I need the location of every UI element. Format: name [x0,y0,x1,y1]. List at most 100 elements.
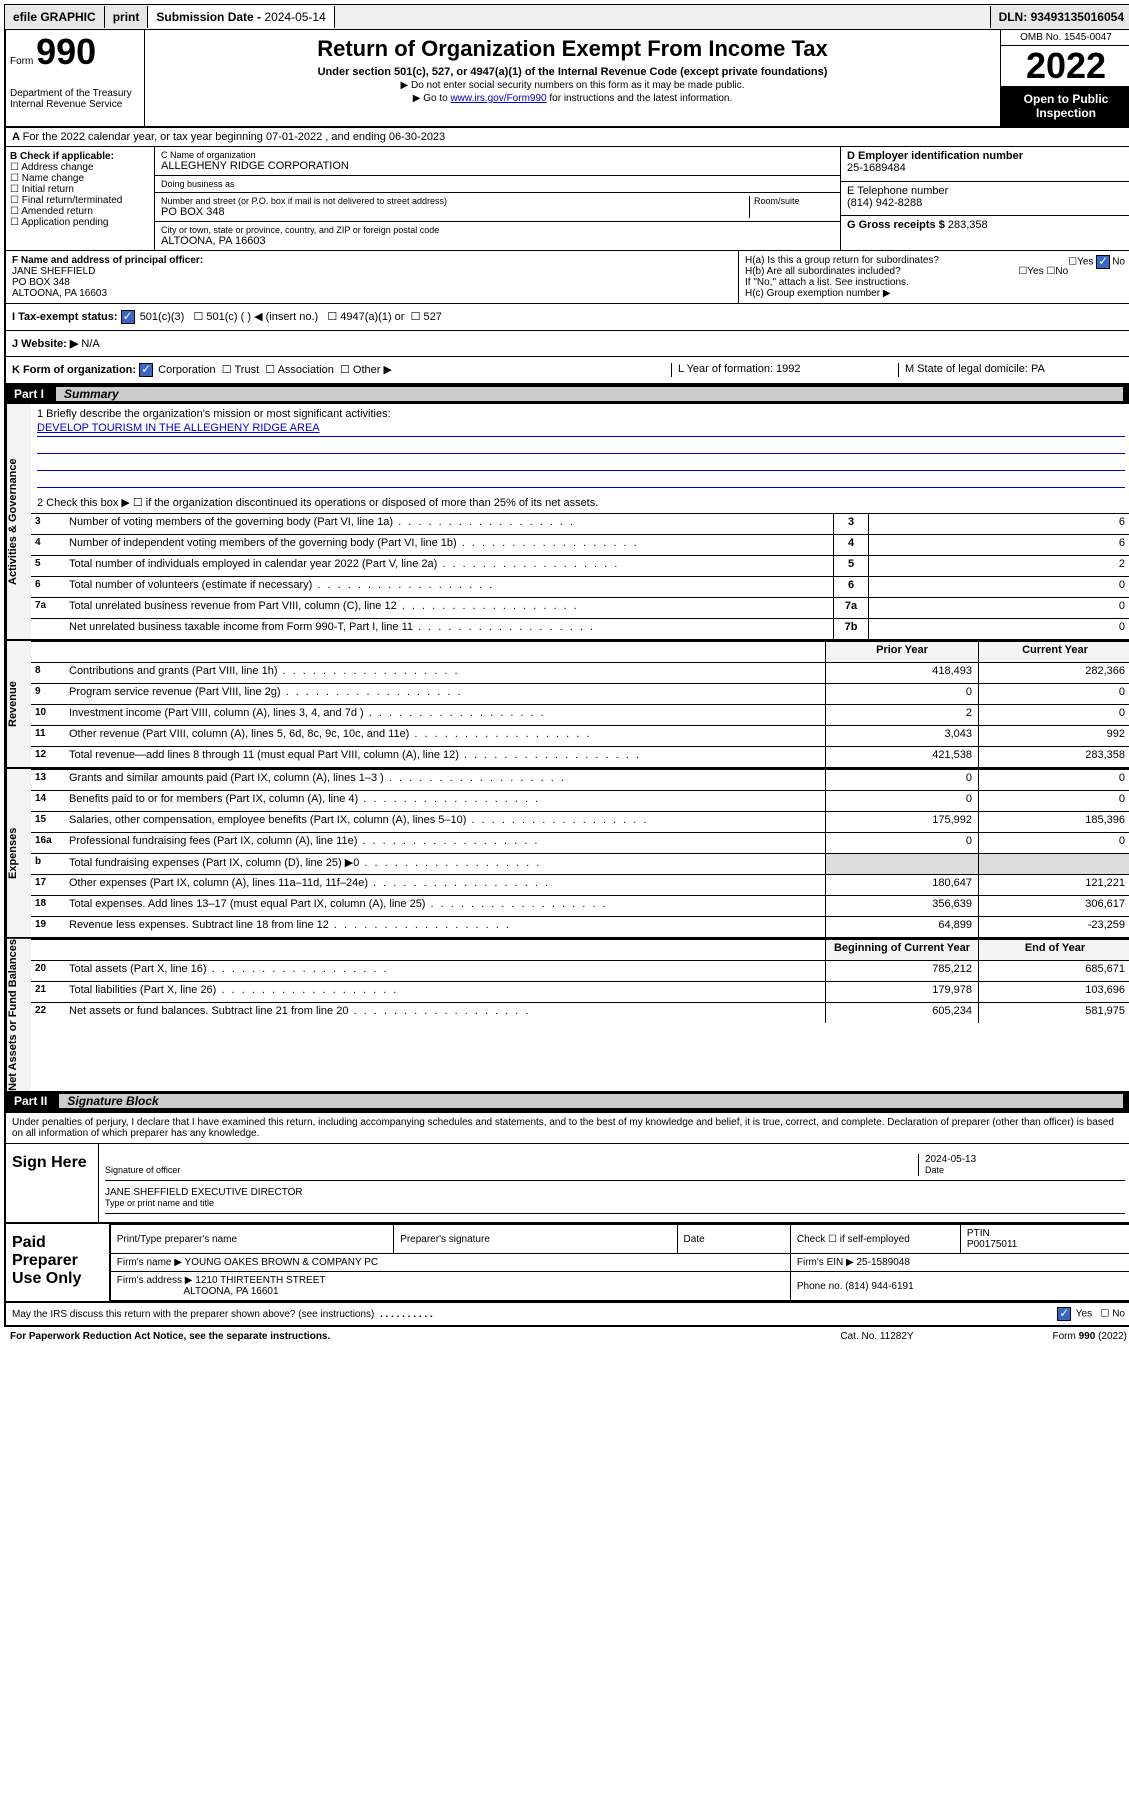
signature-block: Under penalties of perjury, I declare th… [6,1111,1129,1325]
form-page: Form 990 (2022) [977,1331,1127,1342]
summary-line: 17Other expenses (Part IX, column (A), l… [31,874,1129,895]
prep-table: Print/Type preparer's name Preparer's si… [110,1224,1129,1301]
summary-line: 13Grants and similar amounts paid (Part … [31,769,1129,790]
gov-line: Net unrelated business taxable income fr… [31,618,1129,639]
city-cell: City or town, state or province, country… [155,222,840,250]
row-i: I Tax-exempt status: 501(c)(3) ☐ 501(c) … [6,304,1129,331]
officer-name-field: JANE SHEFFIELD EXECUTIVE DIRECTORType or… [105,1187,1125,1209]
omb-number: OMB No. 1545-0047 [1001,30,1129,46]
block-bcdeg: B Check if applicable: ☐ Address change … [6,147,1129,251]
officer-name: JANE SHEFFIELD [12,266,95,277]
prep-label: Paid Preparer Use Only [6,1224,110,1301]
prep-h4[interactable]: Check ☐ if self-employed [790,1225,960,1254]
corp-check[interactable] [139,363,153,377]
summary-line: 12Total revenue—add lines 8 through 11 (… [31,746,1129,767]
b-opt-0[interactable]: ☐ Address change [10,162,150,173]
summary-line: 22Net assets or fund balances. Subtract … [31,1002,1129,1023]
state-domicile: M State of legal domicile: PA [898,363,1125,377]
print-button[interactable]: print [105,6,149,28]
row-k: K Form of organization: Corporation ☐ Tr… [6,357,1129,384]
summary-line: 10Investment income (Part VIII, column (… [31,704,1129,725]
city-state-zip: ALTOONA, PA 16603 [161,235,834,247]
box-h: H(a) Is this a group return for subordin… [738,251,1129,303]
discuss-row: May the IRS discuss this return with the… [6,1301,1129,1325]
prep-h3: Date [677,1225,790,1254]
form-title: Return of Organization Exempt From Incom… [151,36,994,62]
gov-line: 4Number of independent voting members of… [31,534,1129,555]
summary-line: 16aProfessional fundraising fees (Part I… [31,832,1129,853]
box-b: B Check if applicable: ☐ Address change … [6,147,155,250]
vtab-governance: Activities & Governance [6,404,31,639]
form-number: 990 [36,31,96,72]
declaration-text: Under penalties of perjury, I declare th… [6,1113,1129,1144]
prep-h2: Preparer's signature [394,1225,677,1254]
year-formation: L Year of formation: 1992 [671,363,898,377]
gross-receipts: 283,358 [948,219,988,231]
tax-year: 2022 [1001,46,1129,86]
dba-cell: Doing business as [155,176,840,193]
summary-line: 20Total assets (Part X, line 16)785,2126… [31,960,1129,981]
hb-row: H(b) Are all subordinates included? ☐Yes… [745,266,1125,277]
irs-link[interactable]: www.irs.gov/Form990 [450,93,546,104]
gov-line: 5Total number of individuals employed in… [31,555,1129,576]
efile-button[interactable]: efile GRAPHIC [5,6,105,28]
line-a: A For the 2022 calendar year, or tax yea… [6,128,1129,147]
ha-no-check[interactable] [1096,255,1110,269]
vtab-revenue: Revenue [6,641,31,767]
street-address: PO BOX 348 [161,206,749,218]
box-c: C Name of organization ALLEGHENY RIDGE C… [155,147,840,250]
firm-addr-cell: Firm's address ▶ 1210 THIRTEENTH STREET … [110,1272,790,1301]
dln-field: DLN: 93493135016054 [990,6,1129,28]
subtitle-2: Do not enter social security numbers on … [151,80,994,91]
rev-col-header: Prior Year Current Year [31,641,1129,662]
website-value: N/A [81,338,99,350]
dept-label: Department of the Treasury [10,88,140,99]
gov-line: 6Total number of volunteers (estimate if… [31,576,1129,597]
b-opt-3[interactable]: ☐ Final return/terminated [10,195,150,206]
officer-sig-field[interactable]: Signature of officer [105,1154,918,1176]
summary-line: 21Total liabilities (Part X, line 26)179… [31,981,1129,1002]
box-deg: D Employer identification number 25-1689… [840,147,1129,250]
org-name: ALLEGHENY RIDGE CORPORATION [161,160,834,172]
discuss-yes-check[interactable] [1057,1307,1071,1321]
ha-row: H(a) Is this a group return for subordin… [745,255,1125,266]
summary-governance: Activities & Governance 1 Briefly descri… [6,404,1129,639]
sign-here-row: Sign Here Signature of officer 2024-05-1… [6,1144,1129,1222]
501c3-check[interactable] [121,310,135,324]
top-toolbar: efile GRAPHIC print Submission Date - 20… [4,4,1129,30]
summary-expenses: Expenses 13Grants and similar amounts pa… [6,767,1129,937]
org-name-cell: C Name of organization ALLEGHENY RIDGE C… [155,147,840,176]
b-opt-1[interactable]: ☐ Name change [10,173,150,184]
box-f: F Name and address of principal officer:… [6,251,738,303]
summary-line: 11Other revenue (Part VIII, column (A), … [31,725,1129,746]
hb-note: If "No," attach a list. See instructions… [745,277,1125,288]
box-b-label: B Check if applicable: [10,151,150,162]
prep-h1: Print/Type preparer's name [110,1225,393,1254]
summary-line: 19Revenue less expenses. Subtract line 1… [31,916,1129,937]
submission-date: Submission Date - 2024-05-14 [148,6,334,28]
vtab-expenses: Expenses [6,769,31,937]
b-opt-4[interactable]: ☐ Amended return [10,206,150,217]
header-mid: Return of Organization Exempt From Incom… [145,30,1000,126]
summary-revenue: Revenue Prior Year Current Year 8Contrib… [6,639,1129,767]
summary-netassets: Net Assets or Fund Balances Beginning of… [6,937,1129,1091]
ein-value: 25-1689484 [847,162,1125,174]
subtitle-1: Under section 501(c), 527, or 4947(a)(1)… [151,66,994,78]
b-opt-2[interactable]: ☐ Initial return [10,184,150,195]
form-container: Form 990 Department of the Treasury Inte… [4,30,1129,1327]
summary-line: 18Total expenses. Add lines 13–17 (must … [31,895,1129,916]
firm-ein-cell: Firm's EIN ▶ 25-1589048 [790,1254,1129,1272]
form-word: Form [10,56,33,67]
summary-line: 14Benefits paid to or for members (Part … [31,790,1129,811]
hc-row: H(c) Group exemption number ▶ [745,288,1125,299]
header-right: OMB No. 1545-0047 2022 Open to PublicIns… [1000,30,1129,126]
addr-cell: Number and street (or P.O. box if mail i… [155,193,840,222]
box-e: E Telephone number (814) 942-8288 [841,182,1129,217]
gov-line: 7aTotal unrelated business revenue from … [31,597,1129,618]
firm-phone-cell: Phone no. (814) 944-6191 [790,1272,1129,1301]
mission-text[interactable]: DEVELOP TOURISM IN THE ALLEGHENY RIDGE A… [37,422,1125,437]
header-left: Form 990 Department of the Treasury Inte… [6,30,145,126]
summary-line: 8Contributions and grants (Part VIII, li… [31,662,1129,683]
b-opt-5[interactable]: ☐ Application pending [10,217,150,228]
page-footer: For Paperwork Reduction Act Notice, see … [4,1327,1129,1346]
